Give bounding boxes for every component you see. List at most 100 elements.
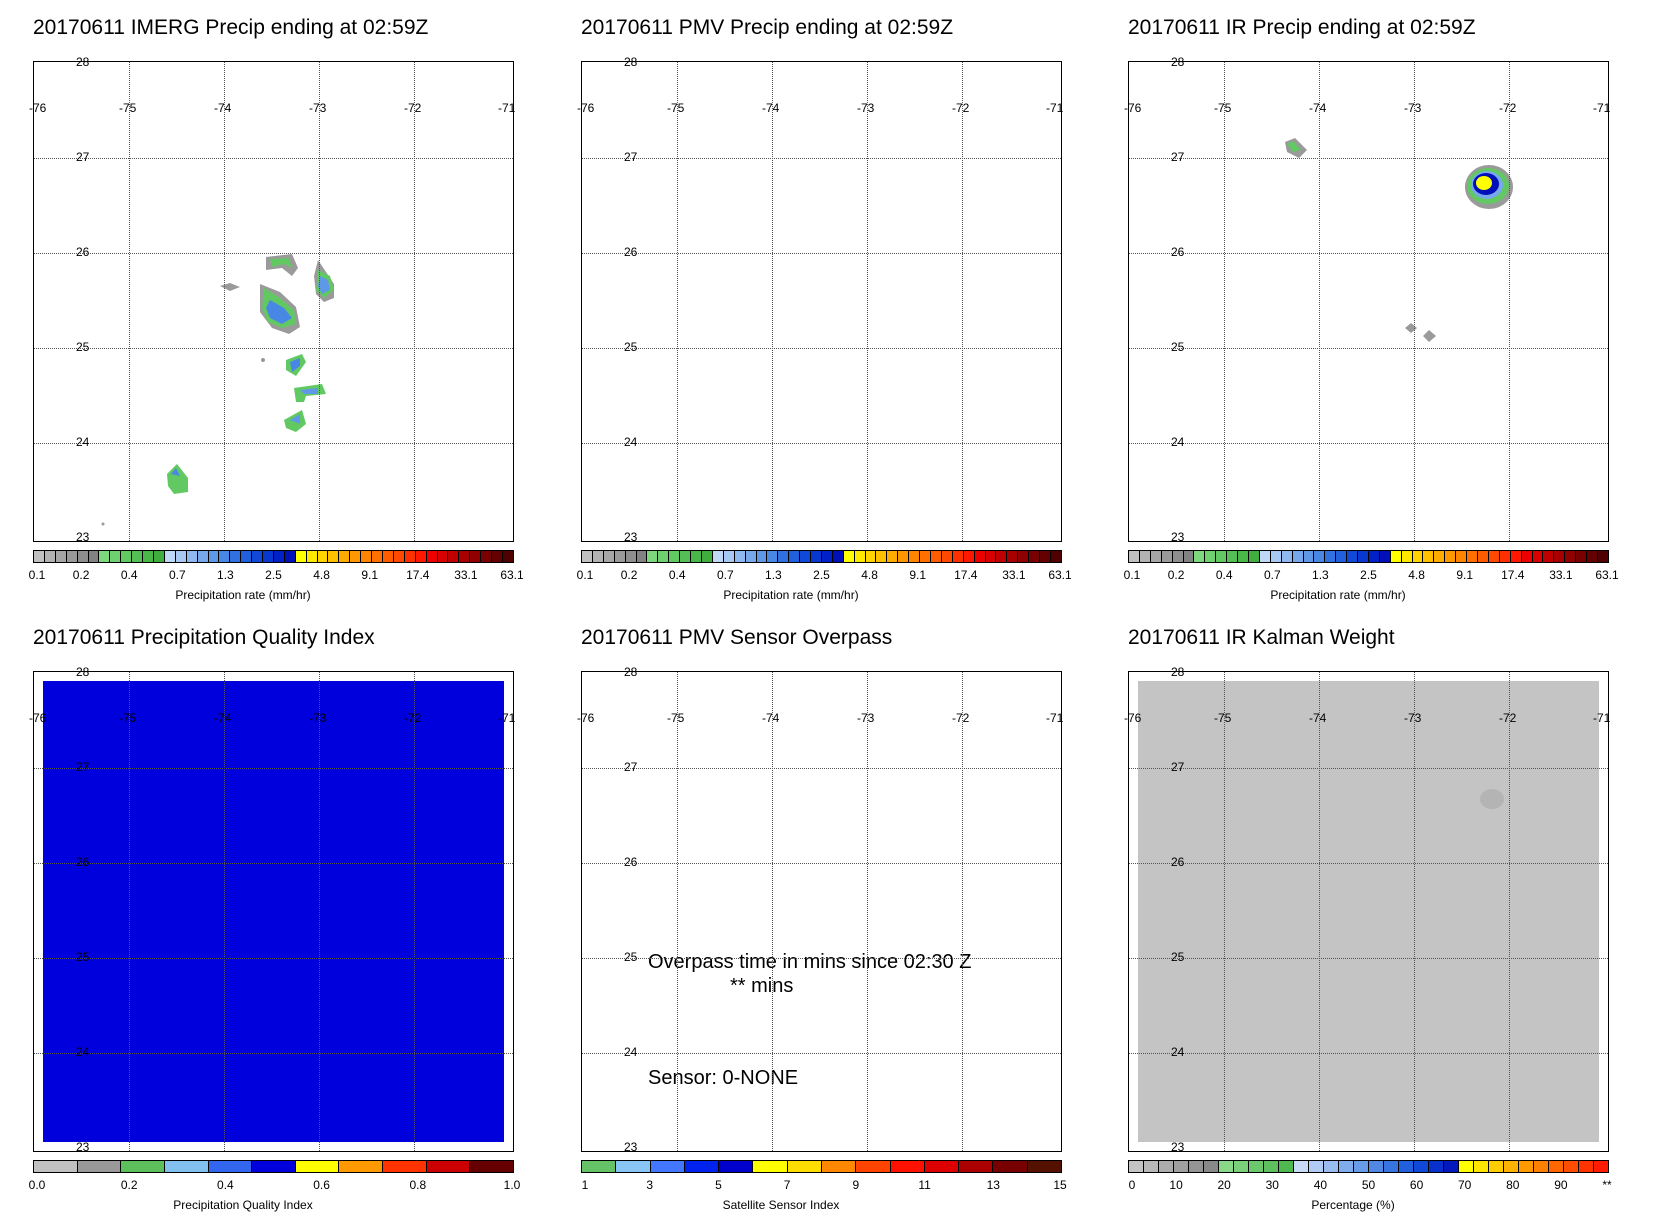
colorbar-swatch (219, 551, 231, 562)
colorbar-swatch (1499, 551, 1511, 562)
colorbar-swatch (459, 551, 471, 562)
colorbar-tick: 0.2 (72, 568, 90, 582)
colorbar-swatch (448, 551, 460, 562)
lat-label: 25 (624, 340, 638, 354)
colorbar-swatch (1459, 1161, 1474, 1172)
colorbar-swatch (1534, 1161, 1549, 1172)
colorbar-swatch (811, 551, 822, 562)
lat-label: 27 (624, 150, 638, 164)
colorbar-tick: 13 (986, 1178, 1000, 1192)
colorbar-swatch (273, 551, 285, 562)
colorbar-swatch (1369, 1161, 1384, 1172)
colorbar-label: Satellite Sensor Index (722, 1198, 840, 1212)
grid-line (1129, 348, 1608, 349)
colorbar-swatch (208, 551, 220, 562)
colorbar-swatch (306, 551, 318, 562)
colorbar-swatch (143, 551, 154, 562)
colorbar-swatch (941, 551, 953, 562)
colorbar-swatch (1040, 551, 1051, 562)
lon-label: -72 (404, 101, 422, 115)
precip-overlay (101, 254, 334, 526)
colorbar-swatch (1467, 551, 1478, 562)
colorbar-swatch (1314, 551, 1326, 562)
grid-line (582, 958, 1061, 959)
colorbar-tick: 63.1 (1595, 568, 1619, 582)
colorbar-swatch (1504, 1161, 1519, 1172)
lat-label: 25 (1171, 950, 1185, 964)
grid-line (224, 62, 225, 541)
colorbar-swatch (1521, 551, 1533, 562)
colorbar-swatch (295, 1161, 340, 1172)
grid-line (1224, 672, 1225, 1151)
colorbar-swatch (186, 551, 198, 562)
colorbar-swatch (88, 551, 100, 562)
rain-cell (1423, 330, 1436, 342)
colorbar-swatch (1358, 551, 1369, 562)
lat-label: 28 (76, 665, 90, 679)
panel-title: 20170611 PMV Sensor Overpass (581, 626, 893, 649)
colorbar-swatch (252, 551, 264, 562)
lon-label: -74 (762, 101, 780, 115)
grid-line (582, 158, 1061, 159)
sensor-colorbar (581, 1160, 1062, 1173)
colorbar-swatch (1294, 1161, 1309, 1172)
colorbar-swatch (1444, 1161, 1459, 1172)
colorbar-swatch (1576, 551, 1588, 562)
lat-label: 24 (624, 1045, 638, 1059)
colorbar-swatch (1007, 551, 1019, 562)
colorbar-swatch (931, 551, 942, 562)
colorbar-swatch (854, 551, 866, 562)
overpass-time-text: Overpass time in mins since 02:30 Z (648, 951, 972, 973)
grid-line (1414, 62, 1415, 541)
colorbar-swatch (865, 551, 877, 562)
grid-line (867, 62, 868, 541)
colorbar-tick: 2.5 (265, 568, 282, 582)
colorbar-swatch (1174, 1161, 1189, 1172)
lon-label: -71 (498, 101, 516, 115)
colorbar-swatch (985, 551, 997, 562)
lat-label: 26 (1171, 245, 1185, 259)
grid-line (1129, 158, 1608, 159)
colorbar-tick: 17.4 (954, 568, 978, 582)
colorbar-swatch (77, 551, 89, 562)
colorbar-swatch (719, 1161, 754, 1172)
map-frame: -76 -75 -74 -73 -72 -71 28 27 26 25 24 23 (577, 56, 1063, 543)
lon-label: -74 (214, 101, 232, 115)
colorbar-tick: 60 (1409, 1178, 1424, 1192)
colorbar-swatch (920, 551, 931, 562)
lon-label: -76 (577, 101, 595, 115)
lon-label: -76 (1124, 711, 1142, 725)
colorbar-tick: 33.1 (454, 568, 478, 582)
colorbar-swatch (843, 551, 855, 562)
panel-title: 20170611 Precipitation Quality Index (33, 626, 375, 649)
colorbar-tick: 0.4 (1215, 568, 1233, 582)
colorbar-swatch (110, 551, 122, 562)
grid-line (582, 443, 1061, 444)
lat-label: 27 (76, 760, 90, 774)
colorbar-swatch (383, 1161, 427, 1172)
colorbar-swatch (616, 1161, 651, 1172)
colorbar-swatch (404, 551, 416, 562)
colorbar-swatch (230, 551, 242, 562)
colorbar-swatch (1219, 1161, 1234, 1172)
grid-line (34, 253, 513, 254)
colorbar-swatch (1414, 1161, 1429, 1172)
grid-line (129, 672, 130, 1151)
colorbar-swatch (1543, 551, 1555, 562)
rain-cell (1405, 323, 1417, 333)
colorbar-tick: 5 (715, 1178, 722, 1192)
lon-label: -75 (667, 711, 685, 725)
colorbar-swatch (745, 551, 757, 562)
colorbar-swatch (415, 551, 427, 562)
colorbar-swatch (603, 551, 615, 562)
grid-line (34, 863, 513, 864)
rain-cell (167, 464, 188, 494)
lon-label: -75 (119, 711, 137, 725)
colorbar-tick: 0.4 (217, 1178, 234, 1192)
colorbar-tick: 1.0 (503, 1178, 521, 1192)
colorbar-tick: 10 (1169, 1178, 1183, 1192)
colorbar-tick: 20 (1217, 1178, 1231, 1192)
lat-label: 25 (1171, 340, 1185, 354)
colorbar-swatch (1183, 551, 1195, 562)
colorbar-swatch (121, 1161, 165, 1172)
